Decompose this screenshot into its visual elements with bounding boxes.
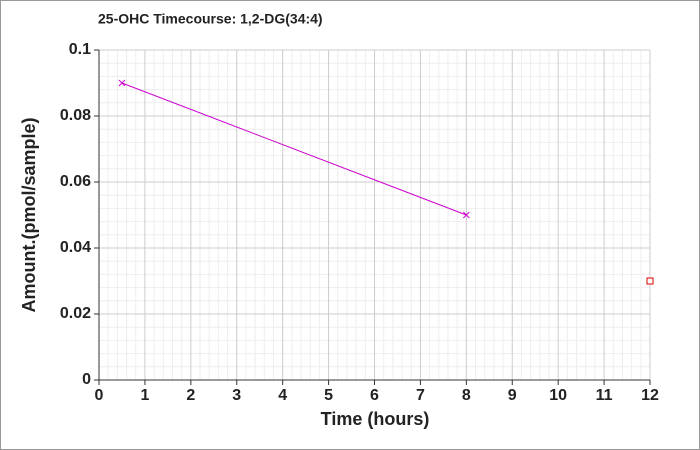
x-tick-label: 9 — [508, 387, 517, 404]
point-marker — [118, 79, 126, 87]
x-tick-label: 3 — [232, 387, 241, 404]
x-tick-label: 4 — [278, 387, 287, 404]
y-tick-label: 0.04 — [60, 239, 91, 256]
x-axis-label: Time (hours) — [321, 409, 430, 429]
y-tick-label: 0.06 — [60, 173, 91, 190]
x-tick-label: 1 — [140, 387, 149, 404]
x-tick-label: 0 — [95, 387, 104, 404]
y-tick-label: 0.1 — [69, 41, 91, 58]
x-tick-label: 5 — [324, 387, 333, 404]
x-tick-label: 2 — [186, 387, 195, 404]
point-marker — [646, 277, 654, 285]
x-tick-label: 12 — [641, 387, 659, 404]
y-tick-label: 0.02 — [60, 305, 91, 322]
y-tick-label: 0 — [82, 371, 91, 388]
point-marker — [462, 211, 470, 219]
series-line — [121, 82, 467, 216]
y-tick-label: 0.08 — [60, 107, 91, 124]
y-axis-label: Amount.(pmol/sample) — [19, 117, 39, 312]
chart-title: 25-OHC Timecourse: 1,2-DG(34:4) — [98, 11, 323, 27]
x-tick-label: 7 — [416, 387, 425, 404]
x-tick-label: 11 — [596, 387, 613, 404]
x-tick-label: 6 — [370, 387, 379, 404]
x-tick-label: 8 — [462, 387, 471, 404]
x-tick-label: 10 — [549, 387, 567, 404]
